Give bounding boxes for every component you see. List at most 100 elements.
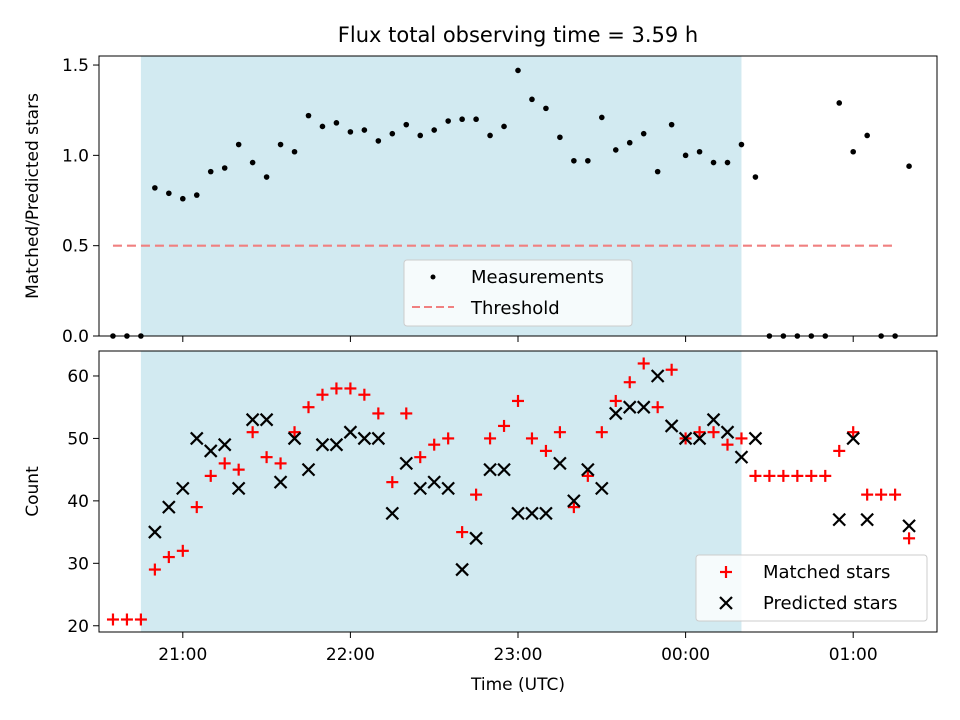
matched-stars-points <box>106 357 916 626</box>
predicted-star-point <box>189 431 204 446</box>
count-legend: Matched stars Predicted stars <box>695 554 928 622</box>
matched-star-point <box>637 357 650 370</box>
measurement-point <box>543 105 549 112</box>
matched-star-point <box>889 488 902 501</box>
predicted-star-point <box>455 562 469 577</box>
matched-star-point <box>288 426 301 439</box>
matched-star-point <box>581 469 594 482</box>
predicted-star-point <box>497 462 511 477</box>
matched-star-point <box>484 432 497 445</box>
predicted-star-point <box>217 437 232 452</box>
x-tick-label: 00:00 <box>661 645 710 665</box>
matched-star-point <box>302 401 315 414</box>
predicted-star-point <box>860 512 874 527</box>
measurement-point <box>403 121 410 128</box>
y-tick-label: 40 <box>67 492 89 512</box>
count-x-axis-label: Time (UTC) <box>470 675 565 695</box>
matched-star-point <box>539 444 552 457</box>
matched-star-point <box>372 407 385 420</box>
measurement-point <box>305 112 312 119</box>
y-tick-label: 20 <box>67 617 89 637</box>
matched-star-point <box>805 469 818 482</box>
predicted-star-point <box>469 531 483 546</box>
predicted-star-point <box>636 400 651 414</box>
measurement-point <box>152 185 158 191</box>
measurement-point <box>515 67 521 74</box>
matched-star-point <box>819 469 832 482</box>
matched-star-point <box>833 444 846 457</box>
predicted-star-point <box>650 369 665 383</box>
y-tick-label: 1.0 <box>62 146 89 166</box>
measurement-point <box>752 174 759 180</box>
predicted-star-point <box>231 481 246 496</box>
matched-star-point <box>344 382 357 395</box>
measurement-point <box>682 152 689 159</box>
measurement-point <box>277 141 284 148</box>
measurement-point <box>180 195 186 202</box>
matched-star-point <box>609 394 622 407</box>
matched-star-point <box>400 407 413 420</box>
measurement-point <box>668 121 675 128</box>
count-x-axis: 21:00 22:00 23:00 00:00 01:00 <box>158 632 878 665</box>
measurement-point <box>319 123 326 130</box>
predicted-star-point <box>245 412 260 427</box>
matched-star-point <box>470 488 483 501</box>
matched-star-point <box>176 544 189 557</box>
matched-star-point <box>861 488 874 501</box>
predicted-star-point <box>427 475 441 489</box>
count-y-axis-label: Count <box>23 466 43 517</box>
predicted-star-point <box>902 519 916 533</box>
ratio-y-axis-label: Matched/Predicted stars <box>23 93 43 299</box>
predicted-star-point <box>539 506 553 521</box>
predicted-star-point <box>287 431 302 446</box>
matched-star-point <box>595 426 608 439</box>
measurement-point <box>738 141 745 148</box>
matched-star-point <box>120 613 133 626</box>
predicted-star-point <box>511 506 525 521</box>
predicted-star-point <box>706 412 721 427</box>
matched-star-point <box>162 551 175 564</box>
measurement-point <box>249 159 256 166</box>
y-tick-label: 0.5 <box>62 237 89 257</box>
measurement-point <box>710 159 717 166</box>
matched-star-point <box>735 432 748 445</box>
x-tick-label: 01:00 <box>829 645 878 665</box>
legend-matched-marker <box>720 566 732 578</box>
predicted-star-point <box>357 431 372 446</box>
predicted-star-point <box>832 512 847 527</box>
matched-star-point <box>525 432 538 445</box>
predicted-star-point <box>399 456 414 471</box>
matched-star-point <box>232 463 245 476</box>
measurement-point <box>445 118 451 124</box>
ratio-legend: Measurements Threshold <box>403 259 633 327</box>
x-tick-label: 23:00 <box>494 645 543 665</box>
ratio-panel: 0.0 0.5 1.0 1.5 Matched/Predicted stars Mea… <box>23 55 938 347</box>
predicted-star-point <box>273 475 288 489</box>
measurement-point <box>389 130 396 137</box>
count-y-axis: 20 30 40 50 60 <box>67 367 99 637</box>
y-tick-label: 1.5 <box>62 56 89 76</box>
matched-star-point <box>721 438 734 451</box>
matched-star-point <box>623 376 636 389</box>
measurement-point <box>640 130 647 137</box>
measurement-point <box>612 147 619 153</box>
measurement-point <box>585 157 591 164</box>
x-tick-label: 22:00 <box>326 645 375 665</box>
predicted-star-point <box>315 437 330 452</box>
predicted-star-point <box>664 419 679 433</box>
legend-measurement-marker <box>430 274 436 280</box>
measurement-point <box>654 168 661 175</box>
predicted-star-point <box>176 481 190 496</box>
predicted-star-point <box>581 462 595 477</box>
predicted-star-point <box>413 481 428 496</box>
predicted-star-point <box>203 444 218 458</box>
matched-star-point <box>316 388 329 401</box>
predicted-star-point <box>734 450 749 464</box>
measurement-point <box>599 114 605 121</box>
matched-star-point <box>428 438 441 451</box>
measurement-point <box>487 132 493 139</box>
matched-star-point <box>847 426 860 439</box>
measurement-point <box>696 148 703 155</box>
matched-star-point <box>553 426 566 439</box>
